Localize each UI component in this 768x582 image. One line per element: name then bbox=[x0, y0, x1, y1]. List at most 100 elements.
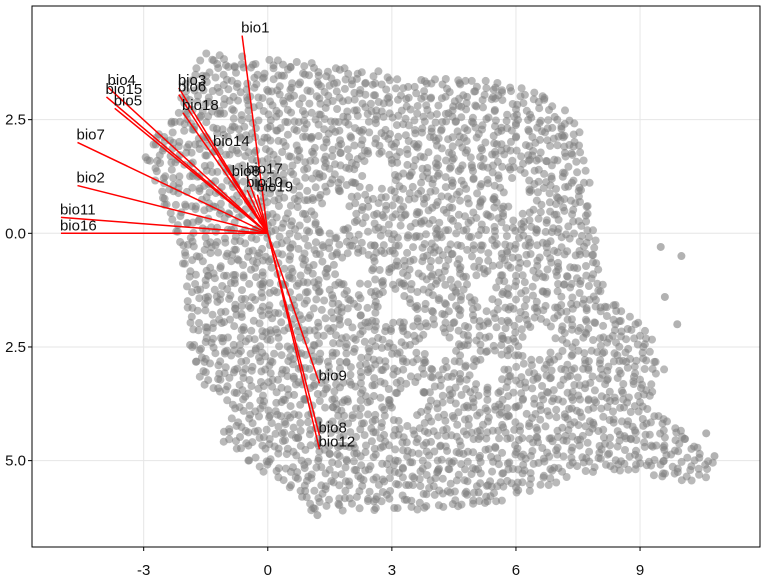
scatter-point bbox=[277, 383, 286, 392]
scatter-point bbox=[413, 434, 422, 443]
scatter-point bbox=[420, 216, 429, 225]
scatter-point bbox=[617, 457, 626, 466]
scatter-point bbox=[345, 377, 354, 386]
scatter-point bbox=[673, 464, 682, 473]
scatter-point bbox=[363, 365, 372, 374]
scatter-point bbox=[191, 270, 200, 279]
scatter-point bbox=[357, 68, 366, 77]
scatter-point bbox=[472, 271, 481, 280]
scatter-point bbox=[583, 226, 592, 235]
scatter-point bbox=[251, 295, 260, 304]
scatter-point bbox=[223, 285, 232, 294]
scatter-point bbox=[280, 193, 289, 202]
scatter-point bbox=[480, 90, 489, 99]
scatter-point bbox=[532, 297, 541, 306]
scatter-point bbox=[562, 436, 571, 445]
scatter-point bbox=[497, 350, 506, 359]
scatter-point bbox=[422, 490, 431, 499]
scatter-point bbox=[476, 432, 485, 441]
scatter-point bbox=[330, 170, 339, 179]
scatter-point bbox=[533, 188, 542, 197]
scatter-point bbox=[331, 234, 340, 243]
scatter-point bbox=[272, 213, 281, 222]
scatter-point bbox=[470, 296, 479, 305]
scatter-point bbox=[307, 470, 316, 479]
scatter-point bbox=[526, 110, 534, 119]
scatter-point bbox=[253, 70, 262, 79]
scatter-point bbox=[281, 464, 290, 473]
scatter-point bbox=[435, 294, 444, 303]
scatter-point bbox=[295, 182, 304, 191]
scatter-point bbox=[287, 217, 296, 226]
scatter-point bbox=[186, 318, 195, 327]
scatter-point bbox=[385, 339, 394, 348]
scatter-point bbox=[567, 393, 576, 402]
scatter-point bbox=[226, 291, 235, 300]
scatter-point bbox=[292, 58, 301, 66]
scatter-point bbox=[355, 504, 364, 513]
scatter-point bbox=[242, 168, 251, 177]
scatter-point bbox=[632, 356, 641, 365]
scatter-point bbox=[244, 114, 253, 123]
scatter-point bbox=[371, 504, 380, 513]
scatter-point bbox=[210, 285, 219, 294]
arrow-label-bio9: bio9 bbox=[318, 367, 346, 384]
scatter-point bbox=[469, 167, 477, 176]
scatter-point bbox=[640, 365, 649, 373]
y-tick-label: 2.5 bbox=[5, 339, 26, 356]
scatter-point bbox=[551, 334, 560, 343]
scatter-point bbox=[252, 273, 260, 282]
scatter-point bbox=[335, 364, 344, 373]
scatter-point bbox=[240, 122, 249, 131]
scatter-point bbox=[641, 326, 649, 335]
scatter-point bbox=[492, 323, 501, 332]
scatter-point bbox=[267, 87, 276, 96]
scatter-point bbox=[188, 158, 197, 167]
scatter-point bbox=[183, 218, 191, 227]
scatter-point bbox=[535, 253, 544, 262]
scatter-point bbox=[248, 246, 257, 255]
scatter-point bbox=[377, 107, 386, 116]
scatter-point bbox=[652, 441, 661, 450]
scatter-point bbox=[567, 279, 576, 288]
scatter-point bbox=[238, 386, 247, 395]
scatter-point bbox=[563, 415, 572, 423]
scatter-point bbox=[342, 457, 351, 465]
scatter-point bbox=[611, 301, 620, 309]
scatter-point bbox=[484, 445, 493, 454]
scatter-point bbox=[493, 454, 502, 463]
scatter-point bbox=[469, 499, 478, 508]
scatter-point bbox=[378, 225, 387, 234]
scatter-point bbox=[243, 184, 252, 193]
scatter-point bbox=[340, 84, 349, 93]
scatter-point bbox=[427, 93, 436, 102]
scatter-point bbox=[335, 126, 344, 135]
scatter-point bbox=[576, 250, 584, 259]
scatter-point bbox=[596, 341, 605, 350]
scatter-point bbox=[372, 473, 381, 482]
scatter-point bbox=[259, 391, 267, 400]
scatter-point bbox=[306, 441, 315, 450]
scatter-point bbox=[358, 246, 367, 255]
scatter-point bbox=[308, 196, 317, 204]
scatter-point bbox=[208, 324, 217, 332]
scatter-point bbox=[361, 213, 370, 222]
scatter-point bbox=[511, 240, 520, 249]
scatter-point bbox=[375, 266, 384, 274]
scatter-point bbox=[558, 423, 567, 432]
scatter-point bbox=[433, 226, 442, 235]
scatter-point bbox=[396, 221, 405, 230]
scatter-point bbox=[289, 355, 298, 364]
scatter-point bbox=[437, 192, 446, 201]
scatter-point bbox=[361, 448, 370, 457]
scatter-point bbox=[431, 118, 440, 127]
scatter-point bbox=[231, 245, 240, 254]
scatter-point bbox=[541, 273, 550, 282]
scatter-point bbox=[415, 475, 424, 483]
scatter-point bbox=[568, 458, 577, 467]
scatter-point bbox=[437, 125, 446, 134]
scatter-point bbox=[484, 249, 493, 258]
scatter-point bbox=[301, 445, 310, 454]
scatter-point bbox=[359, 476, 368, 484]
scatter-point bbox=[581, 467, 590, 475]
